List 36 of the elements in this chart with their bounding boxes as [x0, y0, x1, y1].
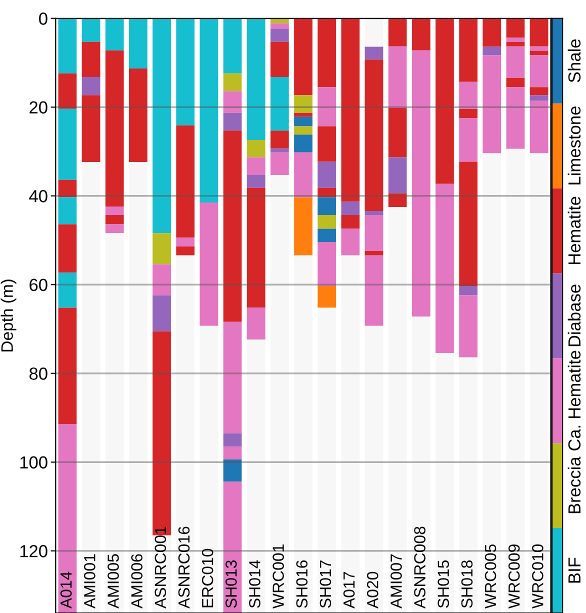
x-tick-label: AMI006 [131, 554, 142, 609]
x-tick-label: SH018 [461, 560, 473, 608]
x-tick-label: WRC001 [272, 544, 284, 608]
x-tick-label: SH013 [225, 560, 237, 608]
x-tick-label: SH016 [296, 560, 308, 608]
category-label: Breccia [568, 456, 581, 514]
x-tick-label: ASNRC001 [154, 526, 166, 609]
category-label: Ca. Hematite [568, 350, 581, 450]
x-tick-label: ASNRC016 [178, 526, 190, 609]
x-tick-label: ASNRC008 [414, 526, 426, 609]
x-tick-label: ERC010 [202, 548, 214, 608]
y-tick-label: 80 [29, 368, 48, 380]
x-tick-label: AMI005 [108, 554, 119, 609]
x-tick-label: A020 [366, 572, 378, 609]
y-tick-label: 120 [20, 545, 48, 558]
y-tick-label: 40 [29, 190, 48, 202]
x-tick-label: WRC009 [508, 544, 520, 608]
category-label: Limestone [568, 106, 581, 184]
x-tick-label: SH017 [320, 560, 332, 608]
y-tick-label: 100 [20, 456, 48, 469]
category-label: Shale [568, 39, 581, 82]
category-label: Diabase [568, 284, 581, 346]
y-axis-title: Depth (m) [0, 280, 16, 352]
category-label: BIF [568, 558, 580, 583]
x-tick-label: SH015 [438, 560, 450, 608]
x-tick-label: AMI001 [84, 554, 96, 609]
x-tick-label: WRC005 [484, 544, 496, 608]
x-tick-label: A014 [60, 572, 72, 609]
x-tick-label: AMI007 [390, 554, 402, 609]
x-tick-label: A017 [343, 572, 355, 609]
y-tick-label: 20 [30, 101, 48, 114]
category-label: Hematite [568, 196, 581, 264]
x-tick-label: SH014 [249, 560, 260, 608]
x-tick-label: WRC010 [532, 544, 544, 608]
y-tick-label: 0 [39, 12, 48, 25]
y-tick-label: 60 [30, 278, 48, 292]
